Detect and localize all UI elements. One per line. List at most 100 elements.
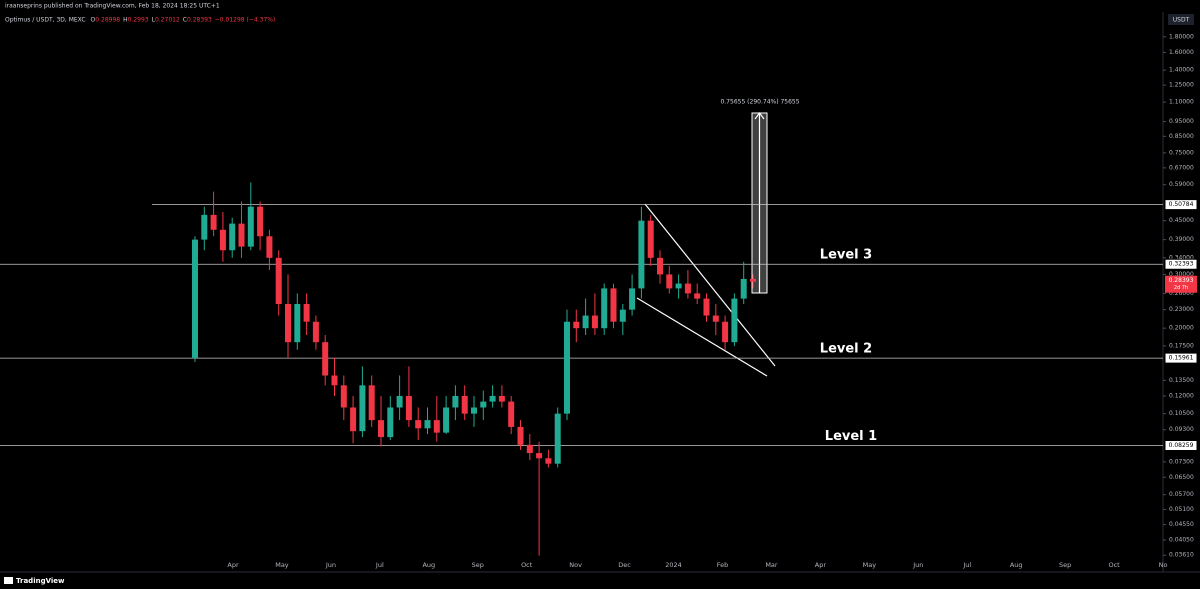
publisher: iraanseprins published on TradingView.co…: [5, 3, 220, 10]
y-tick-label: 0.75000: [1169, 149, 1194, 156]
symbol: Optimus / USDT, 3D, MEXC: [5, 17, 86, 24]
candle-body: [619, 309, 626, 322]
candle-body: [331, 375, 338, 386]
candle-body: [219, 229, 226, 251]
y-tick-label: 1.80000: [1169, 33, 1194, 40]
candle-body: [480, 401, 487, 408]
candle-body: [657, 257, 663, 275]
y-tick-label: 0.05700: [1169, 491, 1194, 498]
ohlc-value: 0.28393: [187, 17, 212, 24]
x-tick-label: May: [275, 561, 289, 569]
candle-body: [638, 220, 645, 289]
candle-body: [703, 298, 710, 316]
candle-body: [471, 407, 477, 414]
y-tick-label: 1.10000: [1169, 99, 1194, 106]
level-label: 0.32393: [1169, 261, 1194, 268]
candle-body: [582, 315, 589, 329]
candle-body: [712, 315, 719, 322]
candle-body: [750, 278, 756, 282]
candle-body: [303, 304, 310, 322]
y-tick-label: 0.09300: [1169, 426, 1194, 433]
candle-body: [461, 395, 468, 414]
candle-body: [591, 315, 598, 329]
x-tick-label: Nov: [569, 561, 582, 569]
y-tick-label: 0.59000: [1169, 181, 1194, 188]
candle-body: [452, 395, 459, 408]
y-tick-label: 0.23000: [1169, 306, 1194, 313]
y-tick-label: 0.39000: [1169, 236, 1194, 243]
measure-label: 0.75655 (290.74%) 75655: [720, 99, 799, 106]
ohlc-key: C: [183, 17, 187, 24]
y-tick-label: 1.40000: [1169, 67, 1194, 74]
candle-body: [554, 413, 561, 464]
candle-body: [247, 206, 254, 247]
candle-body: [312, 321, 319, 343]
level-label-box: [1164, 439, 1198, 451]
candle-body: [647, 220, 654, 258]
y-tick-label: 0.07300: [1169, 458, 1194, 465]
candle-body: [387, 407, 394, 438]
y-tick-label: 0.12000: [1169, 392, 1194, 399]
y-tick-label: 0.04550: [1169, 521, 1194, 528]
last-price: 0.28393: [1169, 277, 1194, 284]
candle-body: [275, 257, 282, 305]
currency-box: [1168, 14, 1194, 25]
candle-body: [443, 407, 450, 433]
wedge-upper: [644, 203, 776, 367]
y-tick-label: 0.45000: [1169, 217, 1194, 224]
x-tick-label: 2024: [665, 561, 682, 569]
legend: Optimus / USDT, 3D, MEXC O 0.28998 H 0.2993 L…: [5, 17, 275, 24]
candle-body: [573, 321, 580, 329]
ohlc-key: L: [152, 17, 156, 24]
logo-icon: [4, 577, 13, 584]
candle-body: [498, 395, 505, 402]
countdown: 2d 7h: [1174, 285, 1188, 291]
x-tick-label: Apr: [227, 561, 239, 569]
x-tick-label: Jul: [375, 561, 384, 569]
candle-body: [526, 444, 533, 454]
candle-body: [731, 298, 738, 343]
candle-body: [350, 407, 357, 432]
logo: TradingView: [4, 577, 65, 585]
candle-body: [433, 420, 440, 433]
x-tick-label: Feb: [717, 561, 729, 569]
x-tick-label: Sep: [472, 561, 484, 569]
level-label: 0.08259: [1169, 442, 1194, 449]
ohlc-value: 0.28998: [95, 17, 120, 24]
ohlc-value: 0.27012: [155, 17, 180, 24]
y-tick-label: 0.34000: [1169, 254, 1194, 261]
y-tick-label: 0.04050: [1169, 536, 1194, 543]
candle-body: [294, 304, 301, 343]
brand: TradingView: [16, 577, 65, 585]
candle-body: [610, 288, 617, 322]
level-name: Level 3: [820, 248, 872, 263]
candle-body: [210, 214, 217, 230]
candle-body: [229, 223, 236, 251]
y-tick-label: 0.26000: [1169, 290, 1194, 297]
candle-body: [192, 239, 198, 358]
level-name: Level 2: [820, 342, 872, 357]
candle-body: [285, 304, 291, 343]
candle-body: [545, 458, 552, 464]
level-label: 0.50784: [1169, 201, 1194, 208]
y-tick-label: 0.06500: [1169, 474, 1194, 481]
y-tick-label: 0.03610: [1169, 552, 1194, 559]
level-name: Level 1: [825, 429, 877, 444]
x-tick-label: Jun: [325, 561, 336, 569]
x-tick-label: Jun: [912, 561, 923, 569]
ohlc-key: O: [91, 17, 96, 24]
candle-body: [415, 420, 422, 429]
y-tick-label: 0.10500: [1169, 410, 1194, 417]
candle-body: [489, 395, 496, 402]
level-label-box: [1164, 258, 1198, 270]
candle-body: [359, 385, 366, 432]
candle-body: [508, 401, 515, 427]
y-tick-label: 0.17500: [1169, 342, 1194, 349]
x-tick-label: Jul: [962, 561, 971, 569]
candle-body: [564, 321, 570, 414]
candle-body: [340, 385, 347, 408]
y-tick-label: 0.20000: [1169, 325, 1194, 332]
measure-arrowhead: [754, 112, 765, 120]
